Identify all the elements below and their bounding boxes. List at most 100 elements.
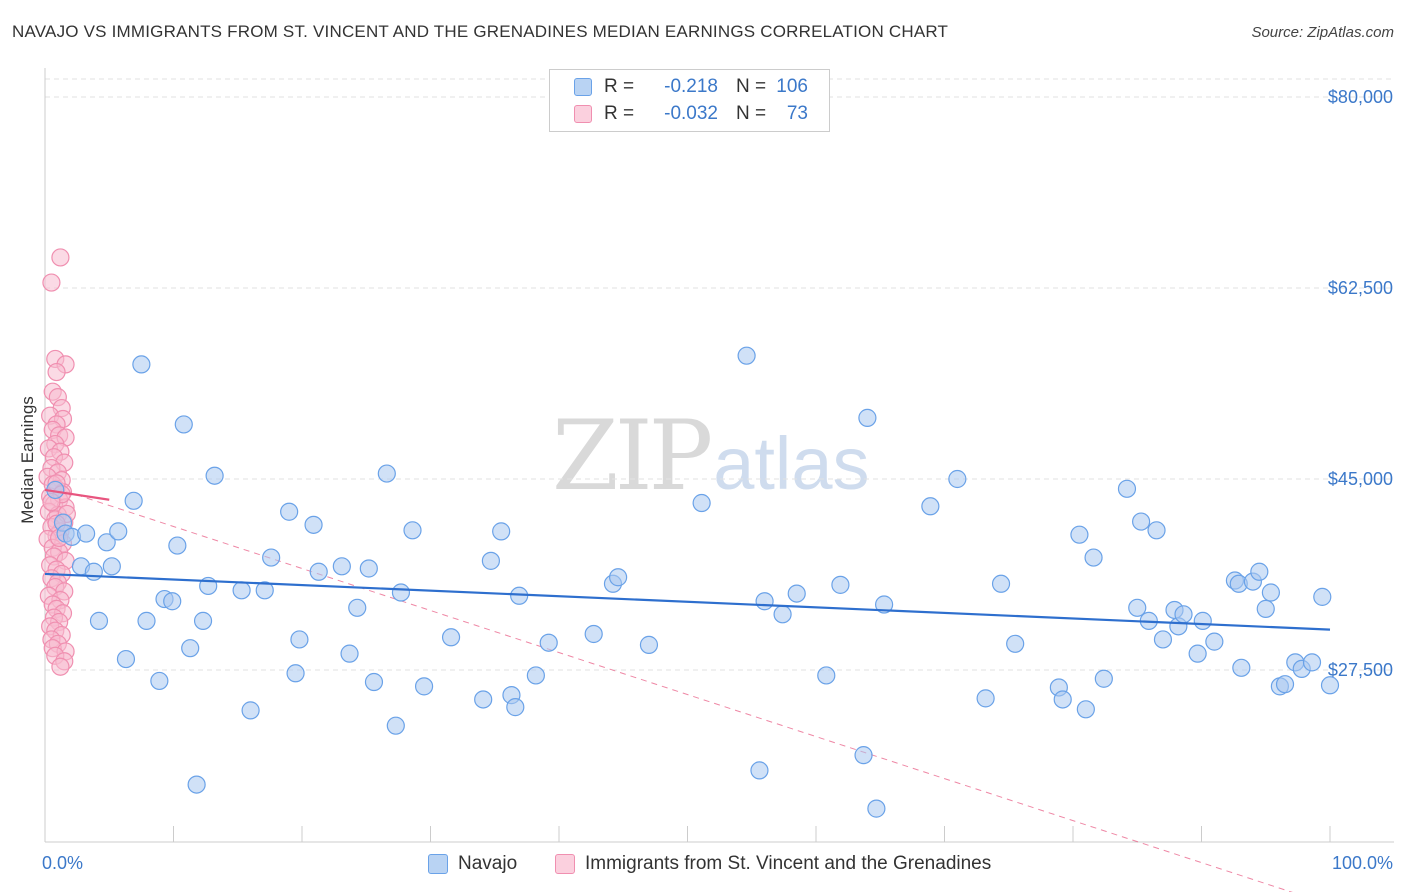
navajo-point <box>193 611 213 630</box>
navajo-point <box>831 575 850 594</box>
y-tick-label: $80,000 <box>1328 87 1393 107</box>
navajo-point <box>1261 583 1280 602</box>
navajo-point <box>280 502 299 521</box>
chart-title: NAVAJO VS IMMIGRANTS FROM ST. VINCENT AN… <box>12 22 949 41</box>
legend-n-label: N = <box>736 103 767 124</box>
trend-lines-extended <box>44 483 1293 892</box>
navajo-point <box>948 469 967 489</box>
navajo-point <box>1132 512 1151 531</box>
navajo-point <box>1193 611 1212 630</box>
navajo-point <box>1128 598 1147 617</box>
y-tick-label: $27,500 <box>1328 660 1393 680</box>
navajo-point <box>414 677 434 696</box>
navajo-point <box>492 522 511 541</box>
navajo-point <box>441 628 461 647</box>
bottom-legend-immigrants: Immigrants from St. Vincent and the Gren… <box>555 852 991 876</box>
y-axis-label: Median Earnings <box>18 396 37 524</box>
navajo-point <box>241 701 260 720</box>
navajo-point <box>89 611 109 630</box>
navajo-point <box>737 346 756 365</box>
x-tick-label: 100.0% <box>1332 853 1393 873</box>
navajo-point <box>364 672 384 692</box>
navajo-point <box>526 666 545 685</box>
navajo-point <box>262 548 281 567</box>
navajo-point <box>1053 690 1072 709</box>
navajo-point <box>750 761 769 780</box>
navajo-point <box>84 562 103 581</box>
legend-n-value: 73 <box>786 103 808 124</box>
navajo-point <box>102 557 121 576</box>
navajo-point <box>132 355 151 374</box>
navajo-point <box>1188 644 1207 663</box>
navajo-point <box>1006 634 1025 653</box>
navajo-point <box>976 689 995 708</box>
navajo-point <box>539 633 558 652</box>
legend-row-navajo: R = -0.218 N = 106 <box>574 74 808 100</box>
navajo-point <box>1094 669 1113 688</box>
navajo-point <box>787 584 806 603</box>
source-credit: Source: ZipAtlas.com <box>1251 24 1394 41</box>
navajo-point <box>1076 700 1095 719</box>
bottom-legend-swatch-navajo <box>428 854 448 874</box>
navajo-point <box>854 746 873 765</box>
gridlines <box>45 78 1394 671</box>
navajo-point <box>1313 587 1332 606</box>
navajo-point <box>1320 676 1340 695</box>
navajo-point <box>181 639 200 658</box>
navajo-point <box>1250 562 1269 581</box>
navajo-point <box>386 716 405 735</box>
immigrants-point <box>51 657 70 676</box>
legend-r-value: -0.032 <box>664 103 718 124</box>
bottom-legend-navajo: Navajo <box>428 852 517 876</box>
navajo-point <box>991 574 1011 593</box>
navajo-points <box>46 346 1340 818</box>
navajo-point <box>348 598 367 617</box>
navajo-point <box>174 415 193 434</box>
navajo-point <box>639 635 659 654</box>
navajo-point <box>377 464 396 483</box>
navajo-point <box>773 605 792 624</box>
navajo-point <box>1070 525 1089 544</box>
immigrants-point <box>51 248 70 267</box>
navajo-point <box>1232 658 1251 677</box>
legend-swatch-navajo <box>574 78 592 96</box>
navajo-point <box>474 690 493 709</box>
navajo-point <box>1117 479 1137 498</box>
legend-n-value: 106 <box>776 76 808 97</box>
x-tick-label: 0.0% <box>42 853 83 873</box>
navajo-point <box>163 592 182 611</box>
immigrants-trend-line <box>44 488 110 501</box>
legend-swatch-immigrants <box>574 105 592 123</box>
navajo-point <box>1256 599 1275 618</box>
navajo-point <box>205 466 224 485</box>
navajo-point <box>1153 630 1173 649</box>
immigrants-trend-extended <box>44 483 1293 892</box>
navajo-point <box>187 775 206 794</box>
navajo-point <box>359 559 378 578</box>
legend-row-immigrants: R = -0.032 N = 73 <box>574 101 808 127</box>
navajo-point <box>817 666 836 685</box>
navajo-point <box>391 583 411 602</box>
trend-lines <box>44 488 1331 631</box>
navajo-point <box>481 551 500 570</box>
navajo-point <box>875 595 894 614</box>
navajo-point <box>921 497 940 516</box>
y-tick-label: $45,000 <box>1328 469 1393 489</box>
y-tick-label: $62,500 <box>1328 278 1393 298</box>
navajo-point <box>77 524 96 543</box>
navajo-point <box>150 671 169 691</box>
navajo-point <box>858 408 877 427</box>
navajo-point <box>116 649 136 669</box>
navajo-point <box>755 592 774 611</box>
legend-r-label: R = <box>604 103 635 124</box>
navajo-point <box>124 491 143 510</box>
navajo-point <box>332 557 351 576</box>
correlation-legend: R = -0.218 N = 106 R = -0.032 N = 73 <box>549 69 830 132</box>
bottom-legend-swatch-immigrants <box>555 854 575 874</box>
navajo-point <box>168 536 187 555</box>
navajo-point <box>692 493 711 513</box>
navajo-point <box>340 644 359 663</box>
navajo-point <box>97 533 116 552</box>
navajo-point <box>584 624 603 644</box>
navajo-point <box>609 568 628 587</box>
